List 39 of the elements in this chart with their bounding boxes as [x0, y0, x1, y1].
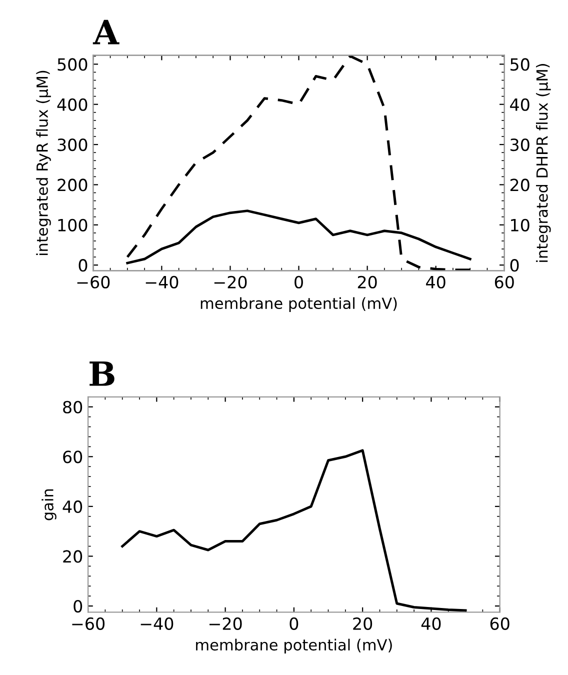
x-tick-label: 60: [494, 276, 514, 288]
y-tick-label: 300: [58, 138, 88, 152]
x-tick-label: −20: [214, 276, 247, 288]
y-axis-title: gain: [42, 489, 56, 520]
y-tick-label: 20: [63, 550, 82, 563]
x-tick-label: 20: [358, 276, 377, 288]
y2-tick-label: 50: [510, 58, 530, 71]
y-tick-label: 500: [58, 58, 88, 71]
y-tick-label: 200: [58, 178, 88, 192]
x-tick-label: 0: [294, 276, 303, 288]
y2-axis-title: integrated DHPR flux (μM): [536, 64, 551, 262]
chart-title: B: [90, 361, 114, 386]
y-tick-label: 100: [58, 218, 88, 232]
y2-tick-label: 30: [510, 138, 530, 152]
x-tick-label: 20: [353, 617, 372, 630]
y2-tick-label: 40: [510, 98, 530, 111]
x-tick-label: −60: [77, 276, 110, 288]
y2-tick-label: 20: [510, 178, 530, 192]
y-tick-label: 0: [78, 259, 88, 272]
y-tick-label: 60: [63, 450, 82, 464]
line-series: [121, 449, 467, 612]
x-tick-label: −40: [140, 617, 174, 630]
y-tick-label: 0: [74, 600, 82, 613]
x-tick-label: 60: [490, 617, 510, 630]
x-tick-label: −40: [146, 276, 178, 288]
x-axis-title: membrane potential (mV): [200, 297, 397, 312]
x-tick-label: 0: [290, 617, 298, 630]
x-tick-label: 40: [426, 276, 446, 288]
y2-tick-label: 0: [510, 259, 519, 272]
x-tick-label: 40: [421, 617, 441, 630]
y-tick-label: 40: [62, 500, 82, 513]
y2-tick-label: 10: [511, 218, 530, 232]
x-tick-label: −20: [209, 617, 242, 630]
y-tick-label: 80: [63, 400, 82, 414]
x-axis-title: membrane potential (mV): [196, 638, 392, 654]
y-axis-title: integrated RyR flux (μM): [36, 70, 51, 256]
chart-title: A: [92, 20, 120, 44]
x-tick-label: −60: [72, 617, 105, 630]
y-tick-label: 400: [57, 98, 88, 111]
